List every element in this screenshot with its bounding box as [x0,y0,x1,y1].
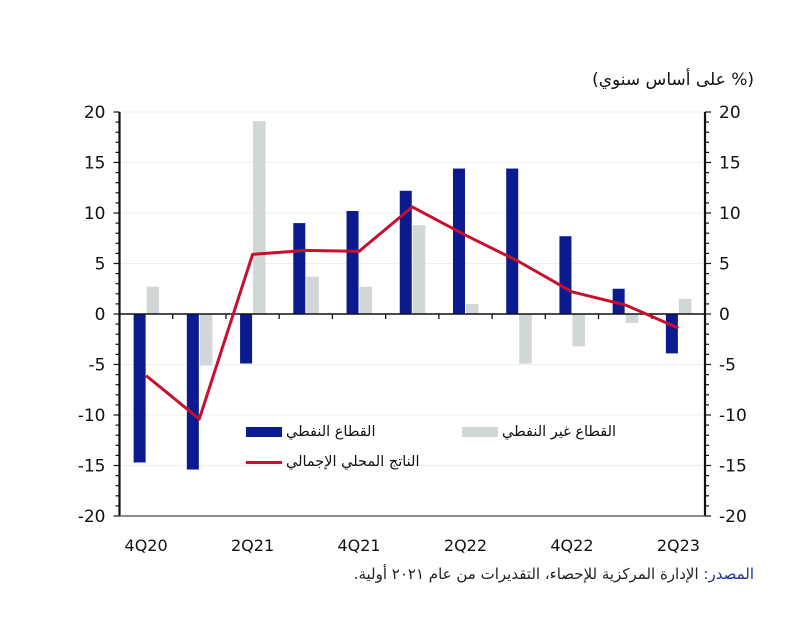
y-axis-right-labels: 20 15 10 5 0 -5 -10 -15 -20 [719,103,747,527]
bar-oil [665,314,678,354]
y-axis-left-labels: 20 15 10 5 0 -5 -10 -15 -20 [78,103,106,527]
y-tick-label-left: 0 [95,305,106,325]
unit-label: (% على أساس سنوي) [592,70,754,90]
bar-oil [612,288,625,314]
y-tick-label-left: 15 [84,154,106,174]
axes [113,111,711,517]
y-tick-label-left: -20 [78,507,106,527]
bar-oil [399,190,412,314]
bar-nonoil [678,298,692,314]
bar-nonoil [572,314,585,347]
bar-nonoil [519,314,532,364]
bar-nonoil [359,286,373,314]
y-tick-label-right: 15 [719,154,741,174]
legend-label-gdp: الناتج المحلي الإجمالي [286,454,420,470]
legend-item-gdp: الناتج المحلي الإجمالي [246,454,420,470]
y-tick-label-left: -10 [78,406,106,426]
bar-oil [559,236,572,314]
legend-label-oil: القطاع النفطي [286,424,376,440]
y-tick-label-left: 5 [95,255,106,275]
y-tick-label-right: 20 [719,103,741,123]
y-tick-label-left: 10 [84,204,106,224]
source-text: الإدارة المركزية للإحصاء، التقديرات من ع… [353,565,704,583]
bar-nonoil [146,286,160,314]
x-tick-label: 4Q21 [337,536,380,555]
bar-nonoil [306,276,319,314]
bar-nonoil [199,314,213,366]
y-tick-label-left: -5 [89,356,106,376]
source-note: المصدر: الإدارة المركزية للإحصاء، التقدي… [354,565,754,583]
bar-nonoil [625,314,639,324]
y-tick-label-right: 0 [719,305,730,325]
bar-oil [506,168,519,314]
bar-oil [240,314,253,364]
x-tick-label: 2Q23 [657,536,700,555]
y-tick-label-right: -20 [719,507,747,527]
legend-swatch-oil [246,427,282,437]
legend-item-oil: القطاع النفطي [246,424,376,440]
gdp-line [145,205,679,421]
bar-oil [293,223,306,314]
x-axis-labels: 4Q20 2Q21 4Q21 2Q22 4Q22 2Q23 [125,536,700,555]
x-tick-label: 2Q22 [444,536,487,555]
legend-item-nonoil: القطاع غير النفطي [462,424,616,440]
legend-swatch-gdp [246,460,282,464]
y-tick-label-right: 5 [719,255,730,275]
bar-nonoil [465,303,479,314]
bar-oil [186,314,199,470]
bar-oil [452,168,465,314]
legend-swatch-nonoil [462,427,498,437]
bar-nonoil [253,121,266,314]
y-tick-label-right: -5 [719,356,736,376]
bar-series [133,121,692,470]
x-tick-label: 4Q20 [125,536,168,555]
x-tick-label: 2Q21 [231,536,274,555]
y-tick-label-right: 10 [719,204,741,224]
bar-nonoil [412,225,426,314]
y-tick-label-left: 20 [84,103,106,123]
y-tick-label-left: -15 [78,457,106,477]
bar-oil [346,210,359,314]
x-tick-label: 4Q22 [550,536,593,555]
bar-oil [133,314,146,463]
y-tick-label-right: -15 [719,457,747,477]
gdp-line-series [145,205,679,421]
y-tick-label-right: -10 [719,406,747,426]
legend-label-nonoil: القطاع غير النفطي [502,424,617,440]
source-key: المصدر: [703,565,754,583]
